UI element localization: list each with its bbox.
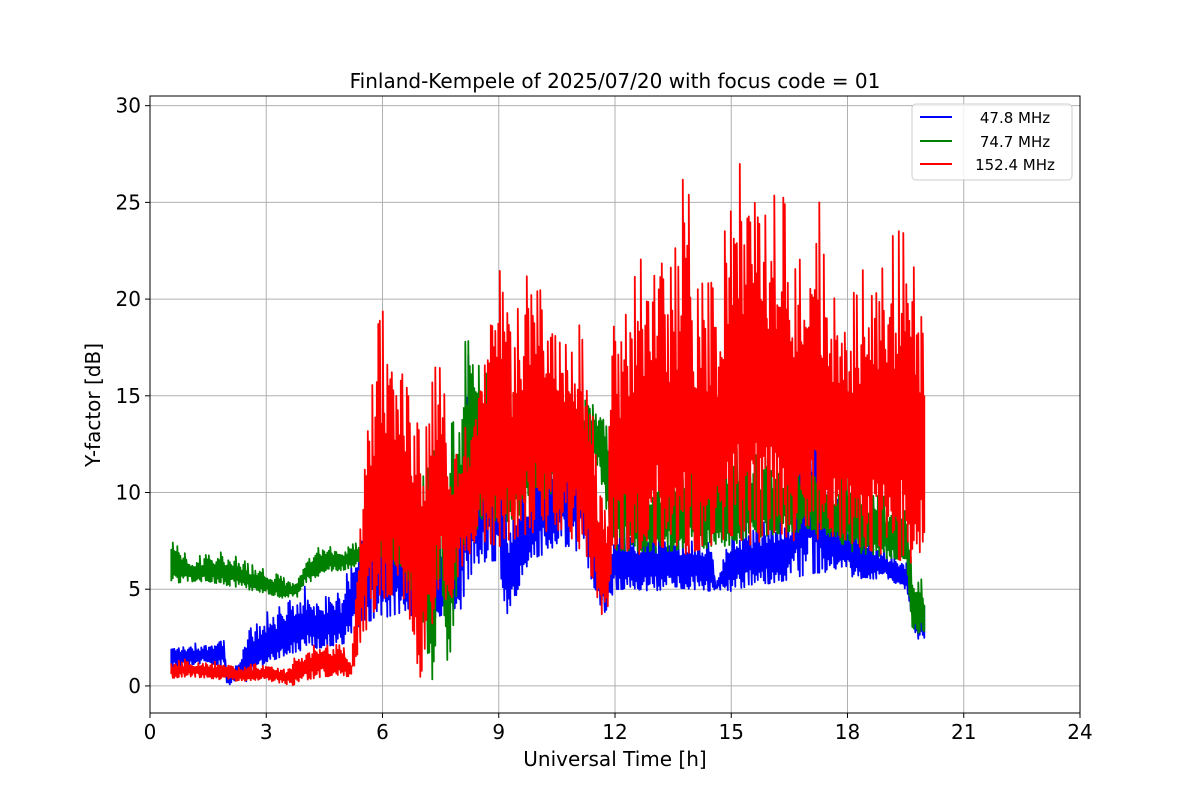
x-axis-label: Universal Time [h] xyxy=(523,747,706,771)
legend-label-74-7: 74.7 MHz xyxy=(980,133,1050,151)
legend-frame xyxy=(911,103,1073,181)
y-tick-label: 20 xyxy=(116,287,141,311)
y-tick-label: 10 xyxy=(116,481,141,505)
y-tick-label: 15 xyxy=(116,384,141,408)
y-tick-label: 30 xyxy=(116,94,141,118)
y-tick-label: 0 xyxy=(128,674,141,698)
series-line-152-4-mhz xyxy=(170,163,926,687)
x-tick-label: 24 xyxy=(1067,720,1092,744)
x-tick-label: 15 xyxy=(719,720,744,744)
y-axis-label: Y-factor [dB] xyxy=(81,343,105,468)
x-tick-label: 18 xyxy=(835,720,860,744)
legend-label-47-8: 47.8 MHz xyxy=(980,109,1050,127)
legend: 47.8 MHz 74.7 MHz 152.4 MHz xyxy=(911,103,1073,181)
legend-label-152-4: 152.4 MHz xyxy=(975,156,1055,174)
ticks: 0 3 6 9 12 15 18 21 24 0 5 10 15 20 25 30 xyxy=(116,94,1093,744)
x-tick-label: 12 xyxy=(602,720,627,744)
x-tick-label: 6 xyxy=(376,720,389,744)
x-tick-label: 9 xyxy=(492,720,505,744)
y-tick-label: 5 xyxy=(128,577,141,601)
y-tick-label: 25 xyxy=(116,190,141,214)
series-layer xyxy=(170,163,926,687)
x-tick-label: 0 xyxy=(144,720,157,744)
chart-title: Finland-Kempele of 2025/07/20 with focus… xyxy=(350,69,881,93)
x-tick-label: 3 xyxy=(260,720,273,744)
x-tick-label: 21 xyxy=(951,720,976,744)
